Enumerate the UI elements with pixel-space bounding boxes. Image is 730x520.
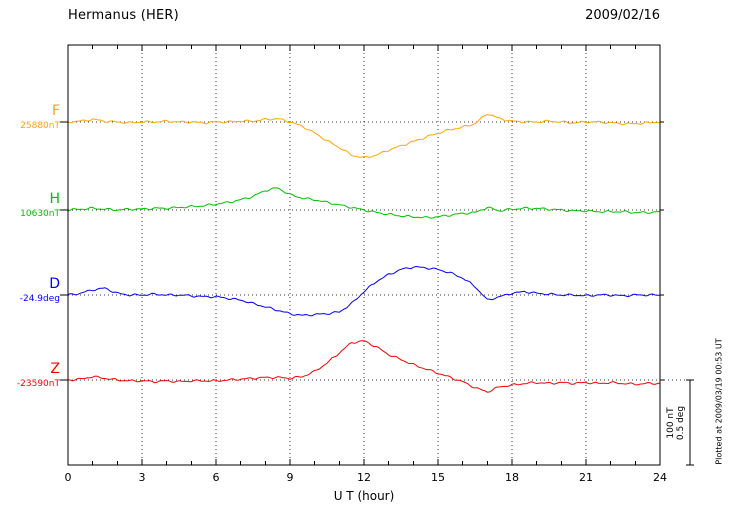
series-baseline-value: 25880nT <box>20 121 60 131</box>
series-symbol: Z <box>50 361 60 377</box>
series-label-f: F 25880nT <box>2 103 60 131</box>
x-tick-label: 12 <box>357 471 371 484</box>
series-baseline-value: -23590nT <box>16 379 60 389</box>
series-label-h: H 10630nT <box>2 191 60 219</box>
x-tick-label: 15 <box>431 471 445 484</box>
series-label-d: D -24.9deg <box>2 276 60 304</box>
x-tick-label: 0 <box>64 471 72 484</box>
scale-halfdeg-label: 0.5 deg <box>676 405 686 441</box>
x-tick-label: 18 <box>505 471 519 484</box>
x-tick-label: 6 <box>212 471 220 484</box>
plotted-at-note: Plotted at 2009/03/19 00:53 UT <box>714 338 724 465</box>
station-title: Hermanus (HER) <box>68 8 179 23</box>
x-tick-label: 21 <box>579 471 593 484</box>
series-symbol: D <box>49 276 60 292</box>
x-axis-title: U T (hour) <box>333 489 395 503</box>
series-symbol: F <box>51 103 60 119</box>
x-tick-label: 3 <box>138 471 146 484</box>
series-baseline-value: -24.9deg <box>19 294 60 304</box>
scale-bar-label: 100 nT 0.5 deg <box>666 401 686 445</box>
series-baseline-value: 10630nT <box>20 209 60 219</box>
series-symbol: H <box>49 191 60 207</box>
series-label-z: Z -23590nT <box>2 361 60 389</box>
scale-100nt-label: 100 nT <box>666 407 676 439</box>
x-tick-label: 9 <box>286 471 294 484</box>
date-label: 2009/02/16 <box>585 8 660 23</box>
x-tick-label: 24 <box>653 471 667 484</box>
x-axis-tick-labels: 0 3 6 9 12 15 18 21 24 <box>0 471 730 485</box>
